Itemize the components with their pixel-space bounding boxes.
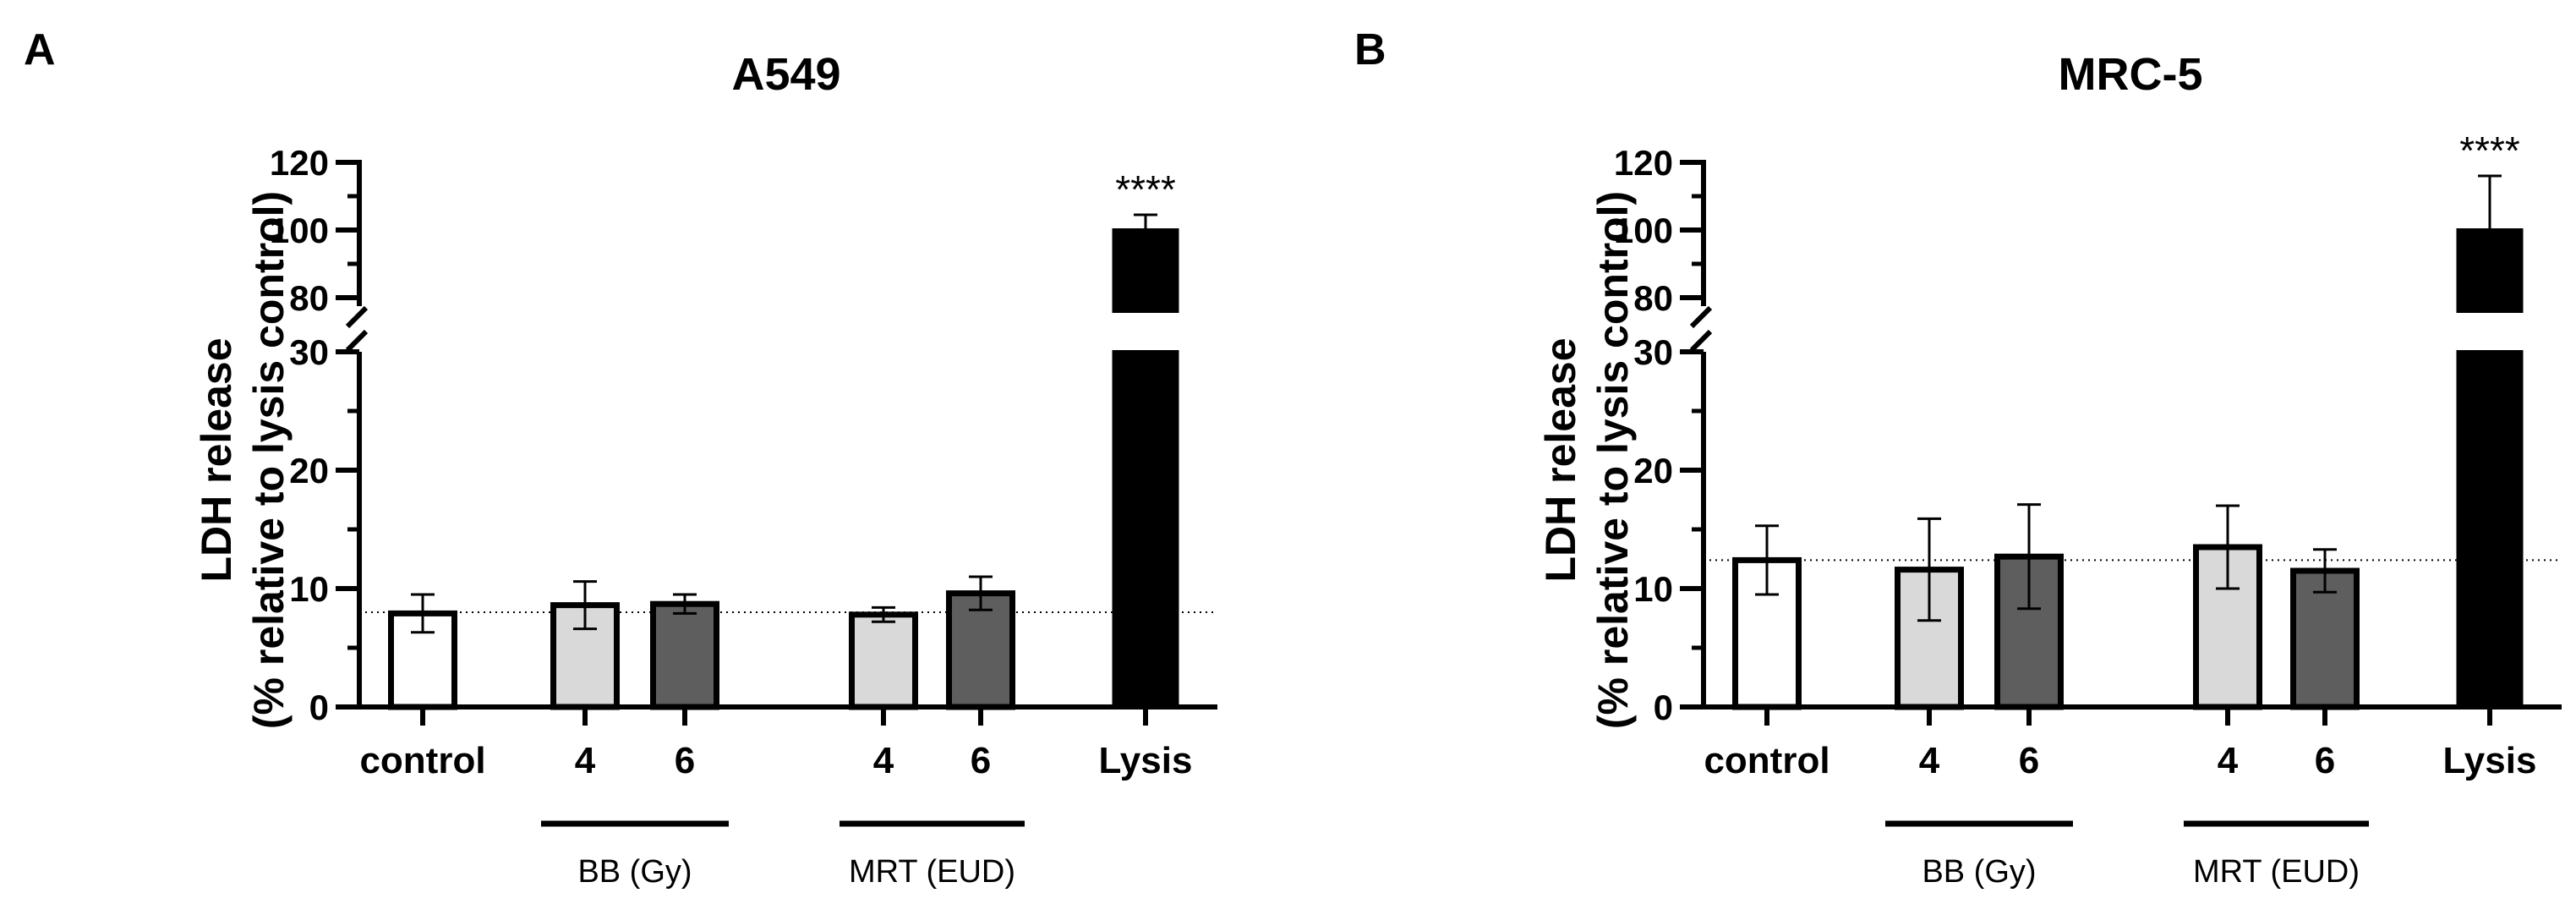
x-tick-label: 6 bbox=[2019, 740, 2039, 781]
y-tick-label: 100 bbox=[270, 211, 329, 250]
bar bbox=[650, 600, 719, 710]
y-axis-label-line: LDH release bbox=[193, 337, 240, 582]
y-tick-label: 120 bbox=[270, 143, 329, 183]
chart-title: MRC-5 bbox=[2059, 49, 2203, 100]
y-axis-label-line: (% relative to lysis control) bbox=[1589, 191, 1637, 729]
y-tick-label: 20 bbox=[289, 451, 329, 490]
y-tick-label: 80 bbox=[289, 278, 329, 318]
panel-letter: B bbox=[1354, 25, 1386, 74]
y-tick-label: 0 bbox=[309, 688, 329, 727]
bar-lower-segment bbox=[2456, 350, 2524, 709]
y-tick-label: 10 bbox=[289, 569, 329, 609]
panel-a: A A549 LDH release (% relative to lysis con… bbox=[24, 25, 1217, 890]
x-tick-label: 4 bbox=[1919, 740, 1940, 781]
axis-break-mark bbox=[1689, 305, 1713, 329]
y-tick-label: 80 bbox=[1633, 278, 1673, 318]
x-tick-label: 4 bbox=[575, 740, 596, 781]
y-tick-label: 10 bbox=[1633, 569, 1673, 609]
y-tick-label: 20 bbox=[1633, 451, 1673, 490]
x-tick-label: 6 bbox=[675, 740, 695, 781]
group-label: BB (Gy) bbox=[1922, 854, 2036, 890]
x-tick-label: Lysis bbox=[2443, 740, 2537, 781]
x-tick-label: 4 bbox=[2218, 740, 2239, 781]
bar bbox=[849, 611, 918, 710]
axis-break-mark bbox=[345, 305, 369, 329]
group-label: BB (Gy) bbox=[577, 854, 692, 890]
bar-lower-segment bbox=[1112, 350, 1179, 709]
x-tick-label: Lysis bbox=[1099, 740, 1193, 781]
y-tick-label: 120 bbox=[1614, 143, 1673, 183]
y-tick-label: 100 bbox=[1614, 211, 1673, 250]
y-tick-label: 30 bbox=[289, 332, 329, 372]
x-tick-label: 4 bbox=[873, 740, 894, 781]
significance-label: **** bbox=[2459, 129, 2520, 173]
axis-break-mark bbox=[1689, 329, 1713, 353]
bar bbox=[1994, 553, 2064, 710]
x-tick-label: control bbox=[1704, 740, 1829, 781]
y-axis-label: LDH release (% relative to lysis control) bbox=[1537, 191, 1637, 729]
x-tick-label: control bbox=[359, 740, 485, 781]
y-axis-label-line: LDH release bbox=[1537, 337, 1584, 582]
y-axis-label: LDH release (% relative to lysis control) bbox=[193, 191, 293, 729]
panel-b: B MRC-5 LDH release (% relative to lysis co… bbox=[1354, 25, 2562, 890]
y-axis-label-line: (% relative to lysis control) bbox=[245, 191, 293, 729]
chart-title: A549 bbox=[731, 49, 840, 100]
x-tick-label: 6 bbox=[2315, 740, 2335, 781]
significance-label: **** bbox=[1115, 167, 1176, 211]
axis-break-mark bbox=[345, 329, 369, 353]
panel-letter: A bbox=[24, 25, 56, 74]
group-label: MRT (EUD) bbox=[849, 854, 1015, 890]
y-tick-label: 0 bbox=[1654, 688, 1673, 727]
x-tick-label: 6 bbox=[971, 740, 991, 781]
y-tick-label: 30 bbox=[1633, 332, 1673, 372]
group-label: MRT (EUD) bbox=[2193, 854, 2360, 890]
